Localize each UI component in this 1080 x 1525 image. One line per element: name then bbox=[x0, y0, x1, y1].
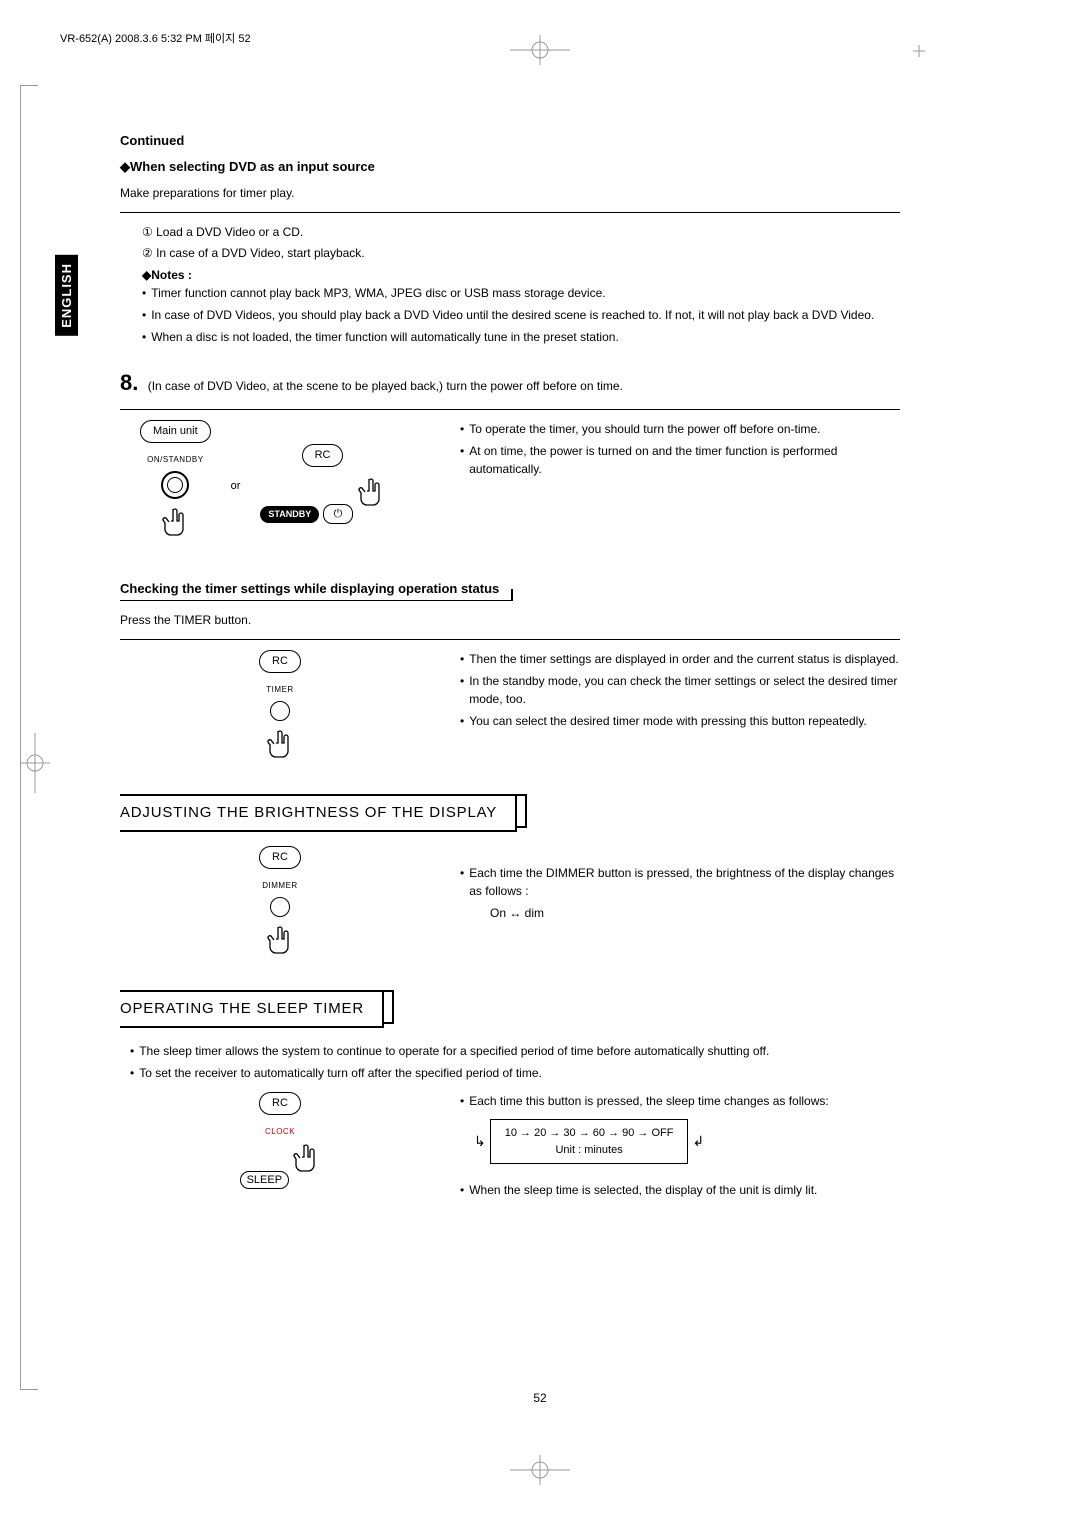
playback-step: ② In case of a DVD Video, start playback… bbox=[142, 244, 900, 262]
continued-label: Continued bbox=[120, 131, 900, 151]
rc-timer-diagram: RC TIMER bbox=[120, 650, 440, 774]
loop-arrow-icon: ↳ bbox=[474, 1131, 486, 1152]
sleep-button-label: SLEEP bbox=[240, 1171, 289, 1190]
note-item: •In case of DVD Videos, you should play … bbox=[142, 306, 900, 324]
power-icon: ⏻ bbox=[323, 504, 354, 525]
hand-press-icon bbox=[266, 925, 294, 961]
or-text: or bbox=[231, 478, 241, 495]
info-bullet: •When the sleep time is selected, the di… bbox=[460, 1181, 900, 1199]
step-8-number: 8. bbox=[120, 370, 138, 395]
loop-arrow-icon: ↲ bbox=[692, 1131, 704, 1152]
standby-pill: STANDBY bbox=[260, 506, 319, 524]
power-button-icon bbox=[161, 471, 189, 499]
prep-text: Make preparations for timer play. bbox=[120, 184, 900, 202]
rc-dimmer-diagram: RC DIMMER bbox=[120, 846, 440, 970]
main-unit-diagram: Main unit ON/STANDBY bbox=[140, 420, 211, 552]
divider bbox=[120, 212, 900, 213]
info-bullet: •At on time, the power is turned on and … bbox=[460, 442, 900, 478]
notes-label: ◆Notes : bbox=[142, 266, 900, 284]
hand-press-icon bbox=[357, 477, 385, 513]
rc-label: RC bbox=[259, 846, 301, 869]
rc-label: RC bbox=[302, 444, 344, 467]
timer-button-icon bbox=[270, 701, 290, 721]
rc-label: RC bbox=[259, 650, 301, 673]
main-unit-label: Main unit bbox=[140, 420, 211, 443]
sleep-intro-bullet: •To set the receiver to automatically tu… bbox=[130, 1064, 900, 1082]
sleep-flow-box: 10 → 20 → 30 → 60 → 90 → OFF Unit : minu… bbox=[490, 1119, 689, 1164]
info-bullet: •In the standby mode, you can check the … bbox=[460, 672, 900, 708]
note-item: •Timer function cannot play back MP3, WM… bbox=[142, 284, 900, 302]
dimmer-toggle-text: On ↔ dim bbox=[460, 904, 900, 922]
sleep-intro-bullet: •The sleep timer allows the system to co… bbox=[130, 1042, 900, 1060]
clock-label: CLOCK bbox=[265, 1127, 295, 1136]
checking-timer-heading: Checking the timer settings while displa… bbox=[120, 579, 511, 602]
info-bullet: •Each time this button is pressed, the s… bbox=[460, 1092, 900, 1110]
info-bullet: •Then the timer settings are displayed i… bbox=[460, 650, 900, 668]
hand-press-icon bbox=[266, 729, 294, 765]
dvd-source-heading: ◆When selecting DVD as an input source bbox=[120, 157, 900, 177]
language-tab: ENGLISH bbox=[55, 255, 78, 336]
info-bullet: •Each time the DIMMER button is pressed,… bbox=[460, 864, 900, 900]
info-bullet: •To operate the timer, you should turn t… bbox=[460, 420, 900, 438]
load-step: ① Load a DVD Video or a CD. bbox=[142, 223, 900, 241]
hand-press-icon bbox=[161, 507, 189, 543]
divider bbox=[120, 639, 900, 640]
divider bbox=[120, 409, 900, 410]
step-8-text: (In case of DVD Video, at the scene to b… bbox=[148, 379, 623, 393]
page-number: 52 bbox=[533, 1391, 546, 1405]
dimmer-button-icon bbox=[270, 897, 290, 917]
rc-label: RC bbox=[259, 1092, 301, 1115]
rc-sleep-diagram: RC CLOCK SLEEP bbox=[120, 1092, 440, 1192]
press-timer-text: Press the TIMER button. bbox=[120, 611, 900, 629]
dimmer-label: DIMMER bbox=[262, 881, 297, 890]
brightness-section-title: ADJUSTING THE BRIGHTNESS OF THE DISPLAY bbox=[120, 794, 517, 833]
info-bullet: •You can select the desired timer mode w… bbox=[460, 712, 900, 730]
on-standby-label: ON/STANDBY bbox=[147, 455, 203, 464]
header-meta: VR-652(A) 2008.3.6 5:32 PM 페이지 52 bbox=[60, 30, 1020, 46]
rc-diagram: RC STANDBY ⏻ bbox=[260, 444, 384, 527]
sleep-timer-section-title: OPERATING THE SLEEP TIMER bbox=[120, 990, 384, 1029]
title-tail-decoration bbox=[517, 794, 527, 828]
note-item: •When a disc is not loaded, the timer fu… bbox=[142, 328, 900, 346]
hand-press-icon bbox=[292, 1143, 320, 1179]
title-tail-decoration bbox=[384, 990, 394, 1024]
timer-label: TIMER bbox=[266, 685, 293, 694]
